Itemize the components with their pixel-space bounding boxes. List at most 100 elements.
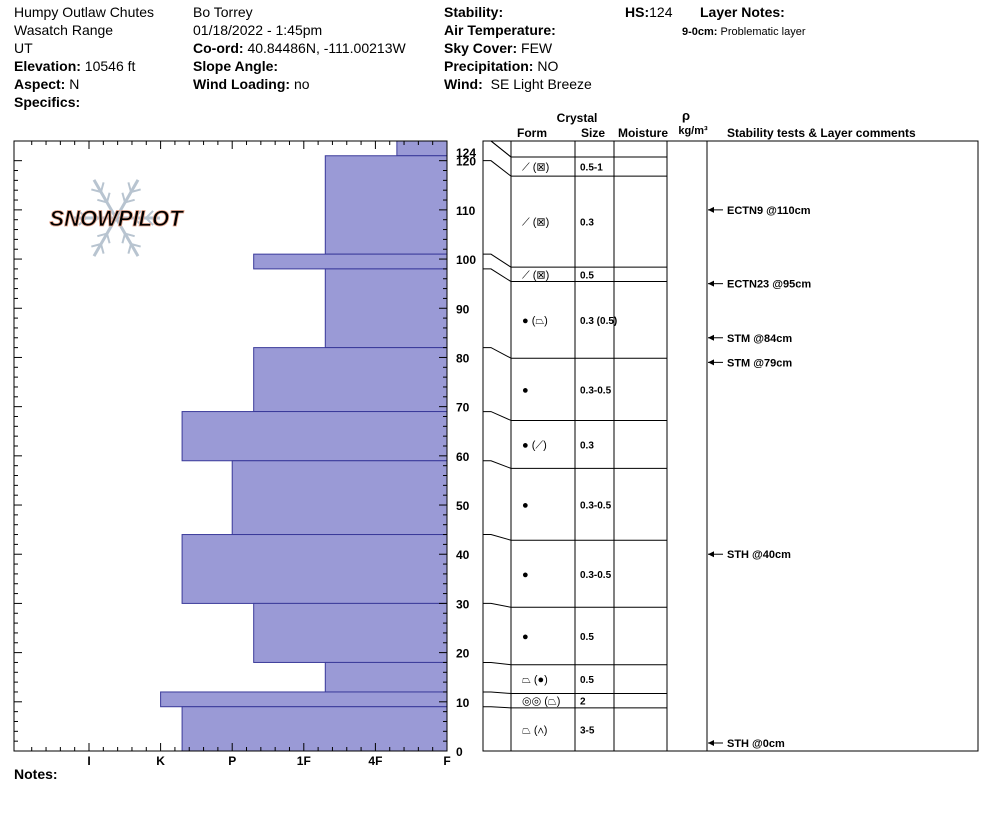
snowflake-branch [127, 243, 132, 254]
snowflake-branch [133, 217, 142, 226]
crystal-header: Crystal [557, 111, 598, 125]
wind-value: SE Light Breeze [490, 76, 592, 92]
hardness-bar [324, 661, 448, 693]
range-name: Wasatch Range [14, 22, 114, 38]
depth-tick-label: 10 [456, 696, 470, 710]
strat-size: 0.3 (0.5) [580, 316, 617, 327]
strat-size: 0.3-0.5 [580, 385, 612, 396]
strat-form: ⟋ (⊠) [522, 269, 549, 281]
snowflake-branch [127, 182, 132, 193]
test-arrow-icon [708, 551, 714, 558]
snowflake-icon [72, 179, 160, 257]
snowflake-branch [124, 232, 135, 238]
snowflake-branch [97, 198, 108, 204]
test-label: STM @84cm [727, 333, 792, 345]
hardness-bar [160, 691, 448, 708]
hardness-axis: I K P 1F 4F F [31, 141, 451, 768]
coord-value: 40.84486N, -111.00213W [247, 40, 406, 56]
snowflake-branch [145, 210, 154, 219]
depth-tick-label: 124 [456, 146, 476, 160]
snowflake-arm [114, 217, 140, 257]
snowflake-arm [114, 179, 140, 219]
hardness-bar [253, 347, 448, 413]
snowflake-branch [97, 232, 108, 238]
depth-tick-label: 30 [456, 597, 470, 611]
aspect-value: N [69, 76, 80, 92]
test-label: STH @0cm [727, 738, 785, 750]
hardness-tick-label: P [228, 754, 236, 768]
hardness-bar [181, 411, 448, 462]
strat-form: ◎◎ (⏢) [522, 696, 560, 708]
hardness-tick-label: I [87, 754, 90, 768]
test-label: STH @40cm [727, 549, 791, 561]
strat-connector [483, 534, 512, 541]
snowflake-branch [106, 192, 111, 203]
test-arrow-icon [708, 280, 714, 287]
elevation-field: Elevation: 10546 ft [14, 57, 135, 75]
snowflake-branch [133, 210, 142, 219]
test-label: ECTN9 @110cm [727, 205, 811, 217]
snowflake-branch [90, 210, 99, 219]
strat-form: ⏢ (●) [522, 674, 548, 686]
wind-field: Wind: SE Light Breeze [444, 75, 592, 93]
hardness-bar [253, 602, 448, 663]
layer-notes-label: Layer Notes: [700, 4, 785, 20]
depth-tick-label: 50 [456, 499, 470, 513]
hardness-bar [231, 460, 448, 536]
elevation-value: 10546 ft [84, 58, 136, 74]
test-arrow-icon [708, 334, 714, 341]
strat-size: 0.3 [580, 218, 594, 229]
depth-tick-label: 80 [456, 351, 470, 365]
depth-tick-label: 70 [456, 401, 470, 415]
strat-table-border [482, 140, 979, 752]
depth-tick-label: 110 [456, 204, 476, 218]
hardness-tick-label: K [156, 754, 165, 768]
snowflake-branch [121, 192, 126, 203]
snowflake-branch [91, 243, 102, 248]
hardness-bar [181, 706, 448, 752]
layer-note: 9-0cm: Problematic layer [682, 23, 806, 41]
strat-size: 3-5 [580, 725, 595, 736]
stability-label: Stability: [444, 4, 504, 20]
slope-angle-label: Slope Angle: [193, 58, 279, 74]
strat-connector [483, 411, 512, 421]
test-arrow-icon [708, 740, 714, 746]
stability-tests: ECTN9 @110cm ECTN23 @95cm STM @84cm STM @79… [708, 205, 811, 750]
depth-tick-label: 0 [456, 745, 463, 759]
depth-tick-label: 90 [456, 302, 470, 316]
strat-connector [483, 706, 512, 709]
wind-loading-label: Wind Loading: [193, 76, 291, 92]
hs-label: HS: [625, 4, 650, 20]
layer-note-text: Problematic layer [720, 26, 806, 38]
strat-connector [483, 347, 512, 359]
hardness-bar [181, 534, 448, 604]
strat-connector [483, 661, 512, 666]
strat-form: ● (⟋) [522, 439, 547, 451]
strat-form: ⟋ (⊠) [522, 162, 549, 174]
sky-cover-field: Sky Cover: FEW [444, 39, 552, 57]
notes-label: Notes: [14, 766, 58, 782]
strat-size: 2 [580, 697, 586, 708]
strat-connector [483, 602, 512, 608]
elevation-label: Elevation: [14, 58, 81, 74]
snowflake-branch [145, 217, 154, 226]
precipitation-field: Precipitation: NO [444, 57, 558, 75]
strat-size: 0.3 [580, 440, 594, 451]
depth-tick-label: 120 [456, 155, 476, 169]
strat-form: ● [522, 384, 529, 396]
hardness-tick-label: 4F [368, 754, 382, 768]
air-temperature-label: Air Temperature: [444, 22, 556, 38]
wind-loading-value: no [293, 76, 310, 92]
coord-label: Co-ord: [193, 40, 244, 56]
snowflake-branch [90, 217, 99, 226]
hardness-bar [253, 253, 448, 270]
depth-tick-label: 60 [456, 450, 470, 464]
rho-header: ρ [682, 108, 690, 123]
snowpilot-logo-text: SNOWPILOT [49, 206, 184, 231]
hardness-bar [324, 155, 448, 255]
strat-form: ⏢ (∧) [522, 724, 547, 736]
snowflake-arm [92, 217, 118, 257]
form-header: Form [517, 126, 547, 140]
